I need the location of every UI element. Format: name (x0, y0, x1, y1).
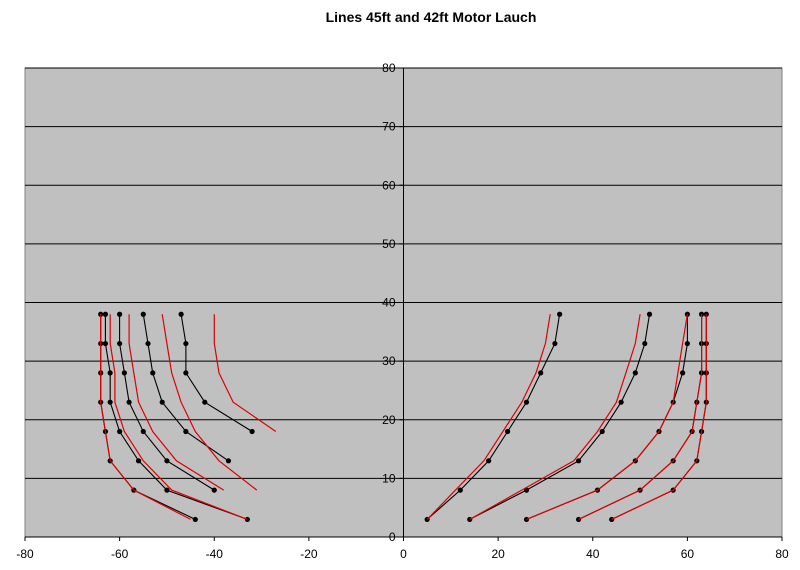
data-point (618, 399, 624, 405)
series-line-15 (213, 314, 277, 432)
data-point (183, 428, 189, 435)
data-point (135, 458, 142, 464)
plot-area: -80 -60 -40 -20 0 20 40 60 80 0 10 20 30 40 50 60 70 80 (16, 61, 789, 561)
data-point (575, 458, 582, 464)
data-point (192, 516, 198, 523)
series-line-17 (469, 314, 641, 520)
series-line-12 (109, 314, 248, 520)
x-tick-label: 0 (400, 547, 407, 561)
data-point (140, 428, 146, 435)
x-tick-label: 20 (491, 547, 505, 561)
y-tick-label: 70 (382, 120, 396, 134)
x-tick-label: -80 (16, 547, 34, 561)
series-line-13 (128, 314, 225, 491)
data-point (632, 370, 638, 376)
y-tick-label: 0 (389, 530, 396, 544)
data-point (557, 311, 563, 317)
series-line-19 (578, 314, 703, 520)
y-tick-label: 50 (382, 237, 396, 251)
data-point (107, 370, 113, 376)
x-tick-label: -20 (300, 547, 318, 561)
data-point (164, 458, 170, 464)
data-point (486, 458, 492, 464)
data-point (552, 340, 558, 347)
series-line-20 (611, 314, 707, 520)
data-point (599, 428, 605, 435)
data-point (117, 340, 123, 347)
data-point (504, 428, 511, 435)
data-point (126, 399, 132, 405)
data-point (102, 311, 109, 317)
data-point (211, 487, 217, 493)
data-point (102, 340, 109, 347)
data-point (680, 370, 686, 376)
series-line-2 (104, 314, 248, 520)
data-point (684, 340, 690, 347)
data-point (642, 340, 648, 347)
data-point (225, 458, 232, 464)
data-point (117, 311, 123, 317)
series-line-11 (100, 314, 191, 520)
y-tick-label: 80 (382, 61, 396, 75)
data-point (249, 428, 255, 435)
data-point (575, 516, 582, 523)
x-tick-label: 80 (775, 547, 789, 561)
data-point (178, 311, 184, 317)
data-point (117, 428, 123, 435)
data-point (121, 370, 127, 376)
series-line-7 (469, 314, 651, 520)
series-line-16 (426, 314, 551, 520)
data-point (107, 399, 113, 405)
x-tick-label: 60 (681, 547, 695, 561)
data-point (140, 311, 146, 317)
data-point (538, 370, 544, 376)
data-point (145, 340, 151, 347)
data-point (164, 487, 170, 493)
data-point (457, 487, 463, 493)
y-tick-label: 10 (382, 471, 396, 485)
x-tick-label: -40 (206, 547, 224, 561)
y-tick-label: 40 (382, 296, 396, 310)
y-tick-label: 20 (382, 413, 396, 427)
data-point (159, 399, 165, 405)
series-line-18 (526, 314, 688, 520)
series-line-4 (142, 314, 229, 462)
data-point (183, 340, 189, 347)
y-tick-label: 30 (382, 354, 396, 368)
x-tick-label: -60 (111, 547, 129, 561)
data-point (646, 311, 653, 317)
x-tick-label: 40 (586, 547, 600, 561)
data-point (523, 399, 530, 405)
series-line-14 (161, 314, 258, 491)
y-tick-label: 60 (382, 178, 396, 192)
data-point (609, 516, 615, 523)
chart-title: Lines 45ft and 42ft Motor Lauch (326, 9, 537, 25)
data-point (150, 370, 156, 376)
data-point (202, 399, 208, 405)
data-point (183, 370, 189, 376)
series-line-6 (426, 314, 561, 520)
